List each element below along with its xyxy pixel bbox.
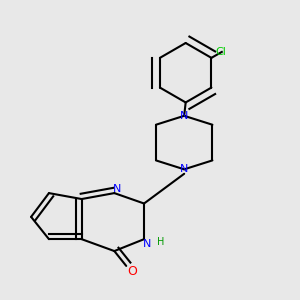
Text: Cl: Cl bbox=[215, 47, 226, 57]
Text: N: N bbox=[113, 184, 122, 194]
Text: N: N bbox=[143, 238, 151, 249]
Text: H: H bbox=[157, 237, 164, 247]
Text: O: O bbox=[127, 266, 137, 278]
Text: N: N bbox=[180, 164, 188, 174]
Text: N: N bbox=[180, 111, 188, 121]
